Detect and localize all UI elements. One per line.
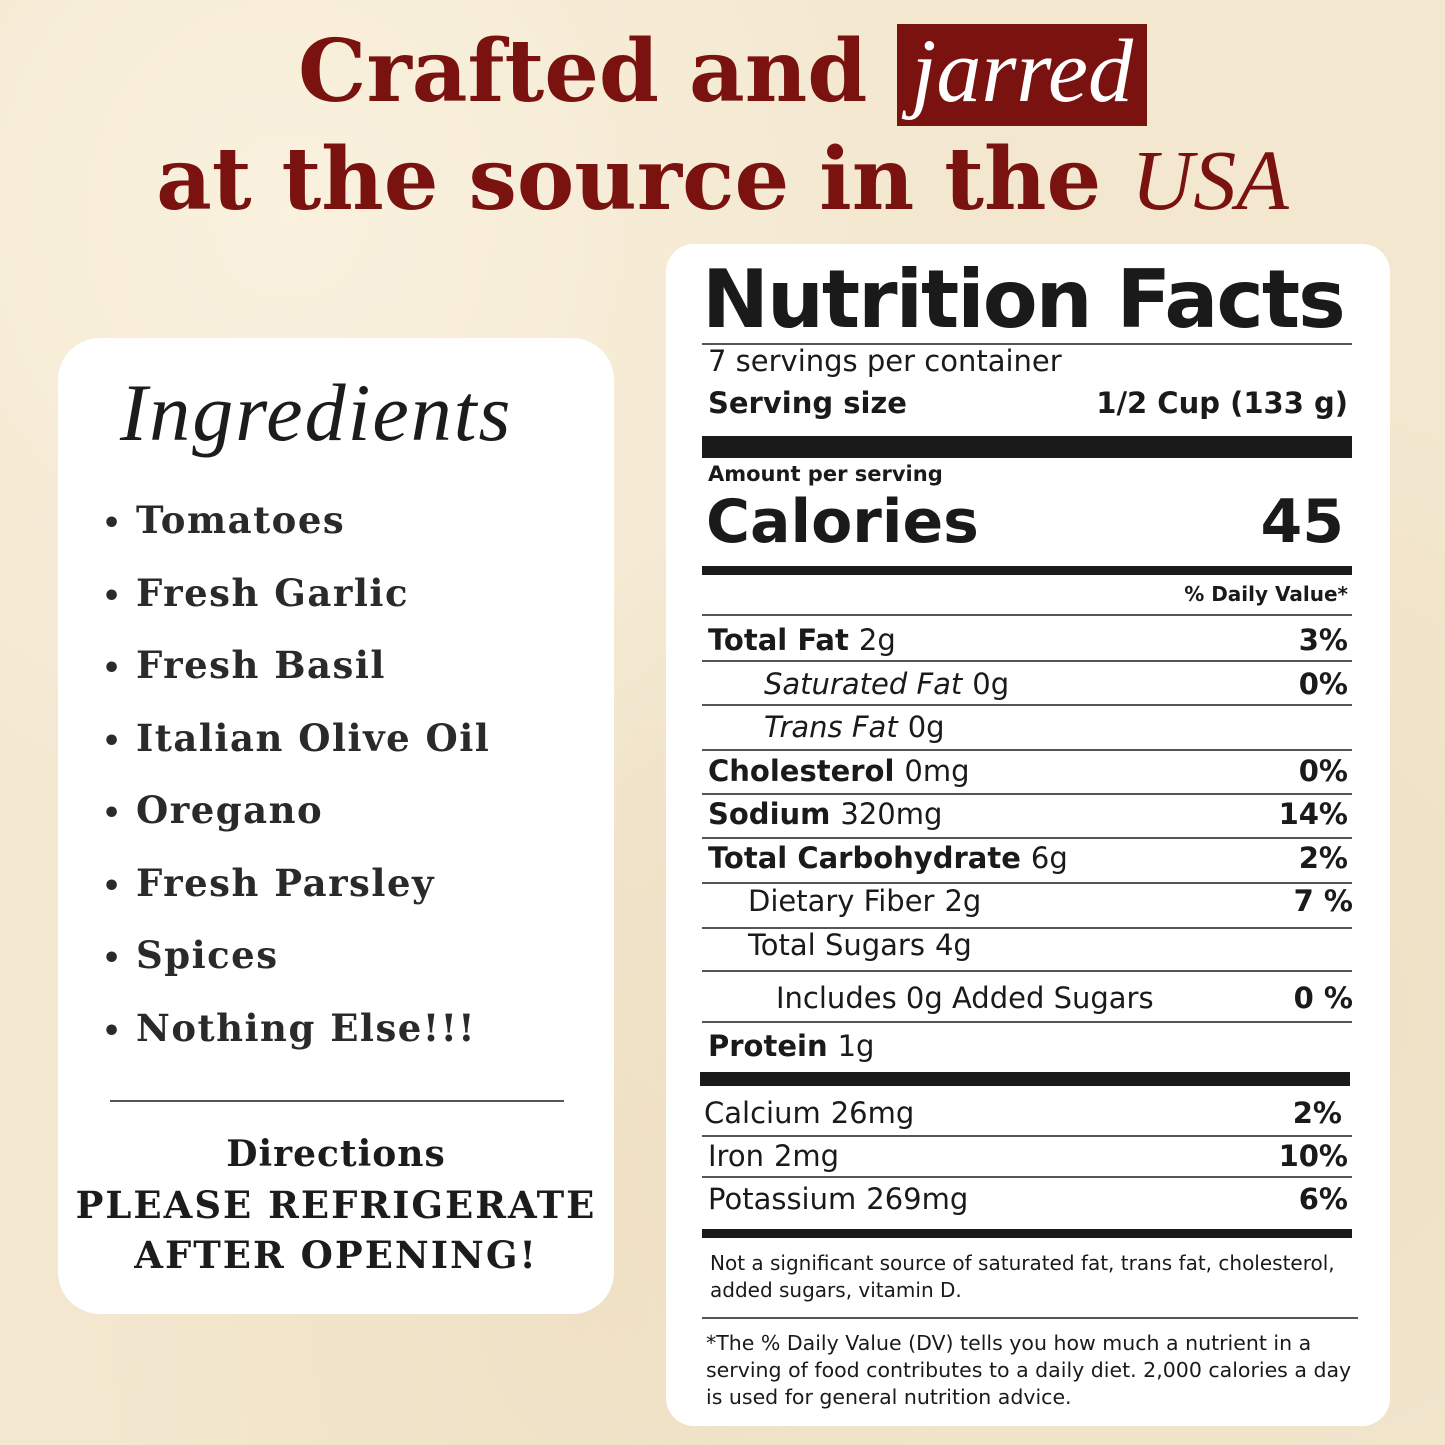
divider [702, 1176, 1352, 1178]
nutrient-row-saturated-fat: Saturated Fat 0g 0% [764, 667, 1348, 701]
headline-usa: USA [1131, 132, 1289, 228]
bullet-icon: • [102, 941, 123, 976]
bullet-icon: • [102, 796, 123, 831]
divider [702, 1317, 1358, 1319]
calories-value: 45 [1260, 487, 1345, 557]
divider [702, 793, 1352, 795]
divider [702, 882, 1352, 884]
directions-line-2: AFTER OPENING! [134, 1233, 538, 1277]
nutrient-row-sodium: Sodium 320mg 14% [708, 797, 1348, 831]
nutrient-row-dietary-fiber: Dietary Fiber 2g 7 % [748, 884, 1353, 918]
daily-value-header: % Daily Value* [1184, 582, 1348, 606]
ingredients-title: Ingredients [120, 367, 513, 458]
footnote-not-significant: Not a significant source of saturated fa… [710, 1251, 1335, 1302]
headline-line-2: at the source in the USA [0, 126, 1445, 234]
directions-line-1: PLEASE REFRIGERATE [75, 1183, 597, 1227]
ingredient-item: • Fresh Garlic [102, 561, 490, 634]
nutrition-facts-title: Nutrition Facts [702, 253, 1346, 346]
divider [702, 660, 1352, 662]
ingredient-item: • Oregano [102, 778, 490, 851]
nutrient-row-trans-fat: Trans Fat 0g [764, 710, 945, 744]
mineral-row-potassium: Potassium 269mg 6% [708, 1182, 1348, 1216]
serving-size-value: 1/2 Cup (133 g) [1096, 386, 1348, 420]
footnote-daily-value: *The % Daily Value (DV) tells you how mu… [706, 1331, 1352, 1409]
nutrient-row-protein: Protein 1g [708, 1029, 875, 1063]
ingredients-list: • Tomatoes • Fresh Garlic • Fresh Basil • It… [102, 488, 490, 1068]
bullet-icon: • [102, 506, 123, 541]
headline-line-2-prefix: at the source in the [156, 129, 1102, 230]
mineral-row-iron: Iron 2mg 10% [708, 1139, 1348, 1173]
ingredient-item: • Fresh Basil [102, 633, 490, 706]
divider-thick [702, 436, 1352, 458]
nutrient-row-total-fat: Total Fat 2g 3% [708, 623, 1348, 657]
bullet-icon: • [102, 868, 123, 904]
divider-medium [702, 566, 1352, 575]
ingredient-item: • Italian Olive Oil [102, 706, 490, 779]
divider [702, 927, 1352, 929]
nutrition-facts-card: Nutrition Facts 7 servings per container… [666, 244, 1390, 1426]
calories-label: Calories [706, 487, 979, 557]
divider [702, 343, 1352, 345]
nutrient-row-total-sugars: Total Sugars 4g [748, 928, 972, 962]
divider [702, 970, 1352, 972]
headline: Crafted and jarred at the source in the … [0, 18, 1445, 234]
nutrient-row-total-carbohydrate: Total Carbohydrate 6g 2% [708, 841, 1348, 875]
ingredients-card: Ingredients • Tomatoes • Fresh Garlic • Fre… [58, 338, 614, 1314]
serving-size-label: Serving size [708, 386, 907, 420]
bullet-icon: • [102, 578, 123, 614]
bullet-icon: • [102, 1013, 123, 1049]
mineral-row-calcium: Calcium 26mg 2% [704, 1096, 1342, 1130]
divider-thick [700, 1072, 1350, 1086]
headline-line-1: Crafted and jarred [0, 18, 1445, 126]
servings-per-container: 7 servings per container [708, 344, 1062, 378]
divider [702, 704, 1352, 706]
ingredient-item: • Tomatoes [102, 488, 490, 561]
headline-jarred-badge: jarred [897, 24, 1147, 126]
divider [702, 1135, 1352, 1137]
ingredient-item: • Spices [102, 923, 490, 996]
headline-line-1-prefix: Crafted and [298, 21, 868, 122]
divider [702, 1021, 1352, 1023]
divider [702, 614, 1352, 616]
ingredient-item: • Fresh Parsley [102, 851, 490, 924]
nutrient-row-cholesterol: Cholesterol 0mg 0% [708, 754, 1348, 788]
bullet-icon: • [102, 651, 123, 686]
directions-block: Directions PLEASE REFRIGERATE AFTER OPEN… [58, 1128, 614, 1280]
divider [702, 749, 1352, 751]
ingredient-item: • Nothing Else!!! [102, 996, 490, 1069]
nutrient-row-added-sugars: Includes 0g Added Sugars 0 % [776, 981, 1353, 1015]
divider-medium [702, 1229, 1352, 1238]
amount-per-serving-label: Amount per serving [708, 462, 943, 486]
bullet-icon: • [102, 723, 123, 759]
divider [702, 837, 1352, 839]
directions-title: Directions [226, 1133, 446, 1175]
ingredients-divider [110, 1100, 564, 1102]
